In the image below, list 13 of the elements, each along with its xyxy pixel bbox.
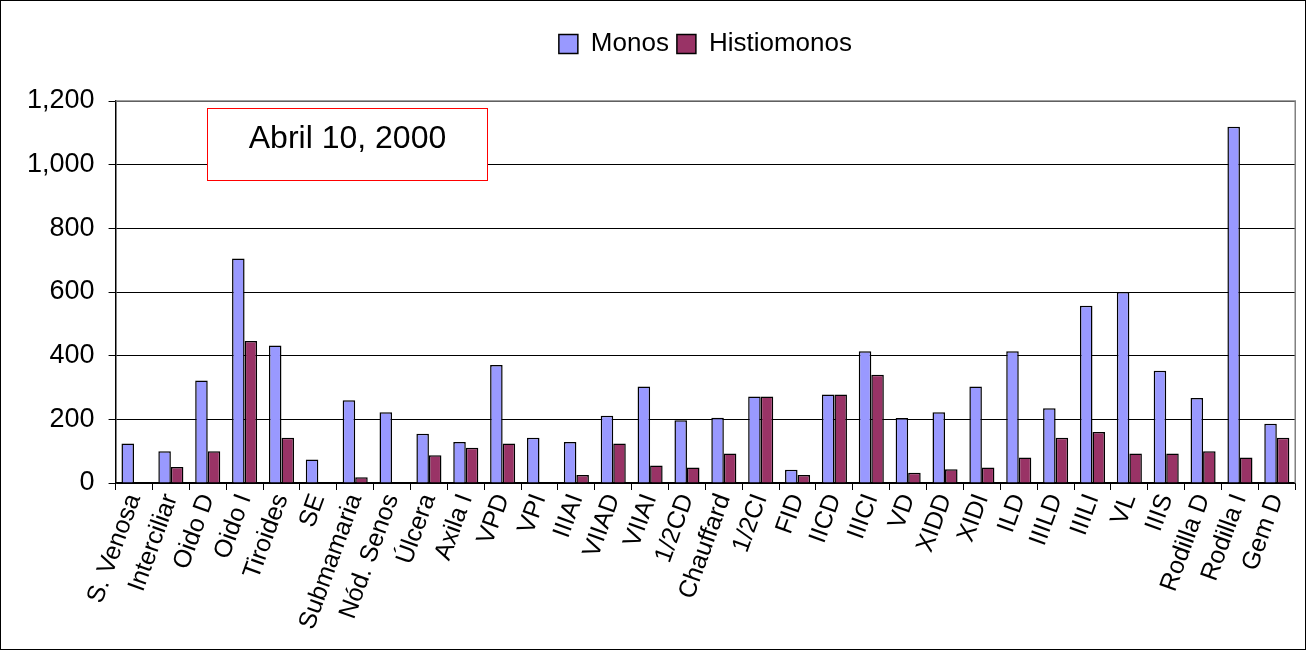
y-tick-label: 600 (49, 275, 95, 306)
x-tick-label: VPI (510, 489, 551, 538)
y-tick-label: 0 (79, 466, 95, 497)
y-tick-label: 400 (49, 339, 95, 370)
x-tick-label: VL (1103, 489, 1141, 528)
annotation: Abril 10, 2000 (248, 119, 447, 155)
y-tick-label: 800 (49, 211, 95, 242)
y-tick-label: 1,200 (26, 84, 95, 115)
x-tick-label: VD (881, 489, 920, 532)
legend-label: Monos (590, 27, 669, 58)
y-tick-label: 1,000 (26, 148, 95, 179)
legend-label: Histiomonos (708, 27, 852, 58)
y-tick-label: 200 (49, 402, 95, 433)
